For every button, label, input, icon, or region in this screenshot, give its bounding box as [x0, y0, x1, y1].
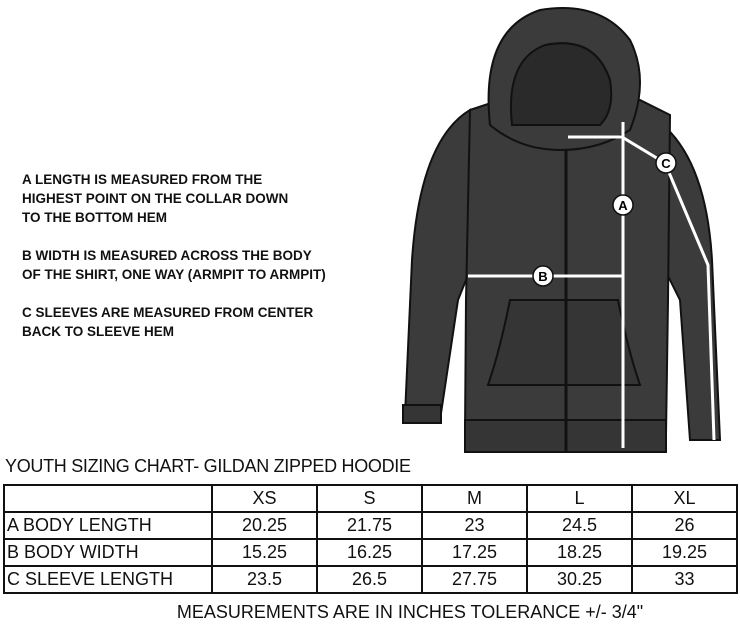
pocket — [486, 299, 642, 386]
cell: 19.25 — [631, 538, 738, 567]
footer-note: MEASUREMENTS ARE IN INCHES TOLERANCE +/-… — [176, 602, 644, 622]
cell: 27.75 — [421, 565, 528, 594]
row-label: A BODY LENGTH — [3, 511, 213, 540]
header-cell: L — [526, 484, 633, 513]
header-cell — [3, 484, 213, 513]
header-cell: XS — [211, 484, 318, 513]
svg-text:A: A — [618, 198, 628, 213]
table-row: B BODY WIDTH 15.25 16.25 17.25 18.25 19.… — [3, 538, 738, 567]
header-cell: XL — [631, 484, 738, 513]
chart-title: YOUTH SIZING CHART- GILDAN ZIPPED HOODIE — [5, 456, 411, 476]
hood-inner — [510, 42, 613, 126]
cell: 20.25 — [211, 511, 318, 540]
cell: 17.25 — [421, 538, 528, 567]
size-table: XS S M L XL A BODY LENGTH 20.25 21.75 23… — [3, 484, 738, 594]
row-label: C SLEEVE LENGTH — [3, 565, 213, 594]
left-cuff — [402, 404, 442, 424]
table-row: A BODY LENGTH 20.25 21.75 23 24.5 26 — [3, 511, 738, 540]
marker-c: C — [655, 152, 677, 174]
cell: 26 — [631, 511, 738, 540]
note-length: A LENGTH IS MEASURED FROM THE HIGHEST PO… — [22, 172, 289, 225]
cell: 26.5 — [316, 565, 423, 594]
marker-a: A — [612, 194, 634, 216]
cell: 23.5 — [211, 565, 318, 594]
cell: 33 — [631, 565, 738, 594]
header-cell: S — [316, 484, 423, 513]
table-row: C SLEEVE LENGTH 23.5 26.5 27.75 30.25 33 — [3, 565, 738, 594]
hoodie-diagram: A B C — [402, 7, 722, 453]
svg-text:B: B — [538, 269, 547, 284]
cell: 30.25 — [526, 565, 633, 594]
note-width: B WIDTH IS MEASURED ACROSS THE BODY OF T… — [22, 248, 326, 282]
table-header-row: XS S M L XL — [3, 484, 738, 513]
cell: 23 — [421, 511, 528, 540]
note-sleeve: C SLEEVES ARE MEASURED FROM CENTER BACK … — [22, 305, 314, 339]
marker-b: B — [532, 265, 554, 287]
cell: 21.75 — [316, 511, 423, 540]
measurement-notes: A LENGTH IS MEASURED FROM THE HIGHEST PO… — [22, 170, 402, 360]
cell: 18.25 — [526, 538, 633, 567]
row-label: B BODY WIDTH — [3, 538, 213, 567]
cell: 24.5 — [526, 511, 633, 540]
header-cell: M — [421, 484, 528, 513]
left-sleeve — [403, 108, 471, 422]
cell: 15.25 — [211, 538, 318, 567]
svg-text:C: C — [661, 156, 671, 171]
cell: 16.25 — [316, 538, 423, 567]
